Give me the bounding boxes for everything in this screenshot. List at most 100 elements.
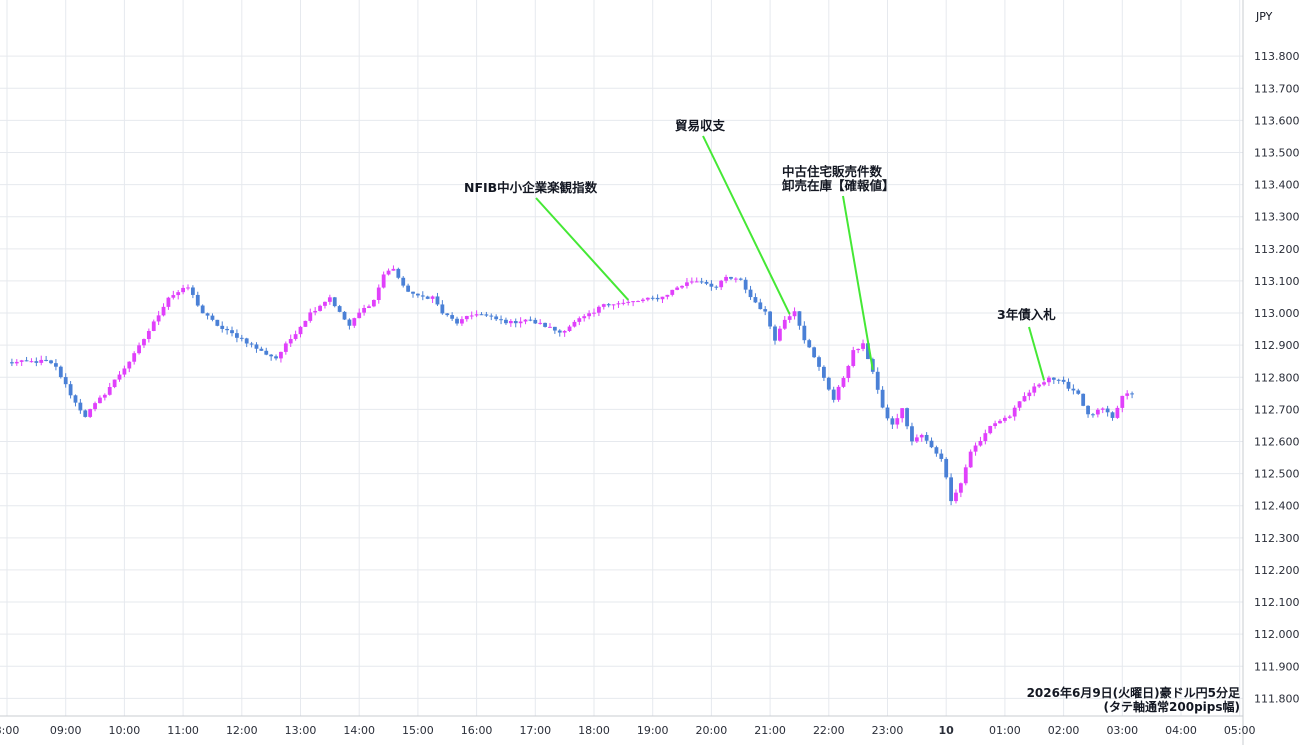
candle-body bbox=[269, 354, 274, 357]
y-tick-label: 112.300 bbox=[1254, 532, 1300, 545]
candle-body bbox=[582, 316, 587, 319]
candle-body bbox=[538, 322, 543, 324]
candle-body bbox=[841, 377, 846, 387]
candle-body bbox=[122, 368, 127, 375]
candle-body bbox=[616, 303, 621, 305]
candle-body bbox=[973, 445, 978, 452]
candle-body bbox=[132, 353, 137, 362]
candle-body bbox=[195, 294, 200, 306]
candle-body bbox=[362, 307, 366, 313]
candle-body bbox=[685, 282, 689, 286]
candle-body bbox=[699, 281, 704, 283]
annotation-label: 3年債入札 bbox=[997, 307, 1056, 322]
candle-body bbox=[332, 297, 337, 307]
candle-body bbox=[303, 320, 308, 327]
x-tick-label: 16:00 bbox=[461, 724, 493, 737]
candle-body bbox=[44, 359, 49, 361]
candle-body bbox=[171, 295, 176, 298]
candle-body bbox=[807, 340, 812, 348]
candle-body bbox=[1130, 393, 1134, 395]
x-tick-label: 11:00 bbox=[167, 724, 199, 737]
candle-body bbox=[504, 319, 508, 324]
y-tick-label: 113.300 bbox=[1254, 211, 1300, 224]
candle-body bbox=[817, 357, 821, 367]
candle-body bbox=[733, 278, 738, 280]
candle-body bbox=[98, 397, 102, 404]
candle-body bbox=[773, 326, 777, 341]
price-axis: 113.800 113.700 113.600 113.500 113.400 113.3… bbox=[1254, 50, 1300, 705]
candle-body bbox=[1095, 409, 1100, 415]
candle-body bbox=[352, 318, 357, 326]
candle-body bbox=[54, 363, 58, 367]
candle-body bbox=[919, 434, 924, 438]
candle-body bbox=[939, 453, 944, 459]
candle-body bbox=[724, 276, 728, 281]
candle-body bbox=[836, 386, 841, 400]
candle-body bbox=[308, 312, 313, 321]
candle-body bbox=[484, 314, 489, 316]
candle-body bbox=[861, 343, 865, 349]
candle-body bbox=[88, 409, 93, 417]
y-tick-label: 113.000 bbox=[1254, 307, 1300, 320]
candle-body bbox=[440, 304, 445, 314]
y-tick-label: 111.800 bbox=[1254, 692, 1300, 705]
candle-body bbox=[655, 297, 660, 300]
y-tick-label: 112.200 bbox=[1254, 564, 1300, 577]
candle-body bbox=[181, 287, 185, 293]
candle-body bbox=[729, 276, 733, 279]
candle-body bbox=[851, 350, 856, 366]
x-tick-label: 15:00 bbox=[402, 724, 434, 737]
annotation-line bbox=[1028, 326, 1045, 381]
candle-body bbox=[954, 492, 958, 502]
candle-body bbox=[601, 304, 606, 307]
candle-body bbox=[435, 296, 440, 305]
candle-body bbox=[910, 426, 914, 442]
y-tick-label: 113.700 bbox=[1254, 82, 1300, 95]
candle-body bbox=[78, 402, 83, 411]
candle-body bbox=[391, 268, 396, 271]
annotation-label: 貿易収支 bbox=[675, 118, 726, 133]
candle-body bbox=[112, 379, 117, 388]
candle-body bbox=[753, 297, 758, 303]
candle-body bbox=[239, 337, 244, 339]
candle-body bbox=[1012, 407, 1017, 417]
candle-body bbox=[1071, 388, 1076, 391]
candle-body bbox=[230, 330, 234, 334]
candle-body bbox=[1100, 408, 1105, 410]
candle-body bbox=[58, 366, 63, 378]
candle-body bbox=[934, 447, 939, 454]
x-tick-label: 22:00 bbox=[813, 724, 845, 737]
candle-body bbox=[200, 305, 205, 314]
candle-body bbox=[210, 315, 215, 320]
candle-body bbox=[288, 339, 293, 344]
candle-body bbox=[631, 301, 636, 303]
candle-body bbox=[557, 330, 562, 333]
candle-body bbox=[890, 418, 895, 425]
candle-body bbox=[929, 440, 934, 448]
candle-body bbox=[445, 313, 450, 316]
candle-body bbox=[474, 314, 479, 316]
candle-body bbox=[885, 407, 890, 419]
annotation-line bbox=[535, 197, 629, 301]
chart-caption-line2: (タテ軸通常200pips幅) bbox=[1104, 699, 1240, 714]
candle-body bbox=[327, 297, 332, 302]
candle-body bbox=[117, 374, 122, 380]
x-tick-label: 03:00 bbox=[1106, 724, 1138, 737]
candle-body bbox=[161, 306, 166, 316]
x-tick-label: 14:00 bbox=[343, 724, 375, 737]
candle-body bbox=[846, 365, 851, 378]
x-tick-label: 23:00 bbox=[872, 724, 904, 737]
candle-body bbox=[978, 440, 983, 446]
candle-body bbox=[1047, 377, 1051, 383]
candle-body bbox=[719, 280, 724, 288]
candle-body bbox=[567, 326, 572, 331]
candle-body bbox=[259, 348, 264, 351]
candle-body bbox=[533, 319, 538, 324]
candle-body bbox=[552, 326, 557, 331]
candle-body bbox=[958, 483, 963, 493]
candle-body bbox=[768, 311, 772, 327]
candle-body bbox=[186, 287, 190, 289]
candle-body bbox=[650, 297, 655, 299]
candle-body bbox=[1115, 407, 1120, 418]
candle-body bbox=[748, 289, 753, 298]
